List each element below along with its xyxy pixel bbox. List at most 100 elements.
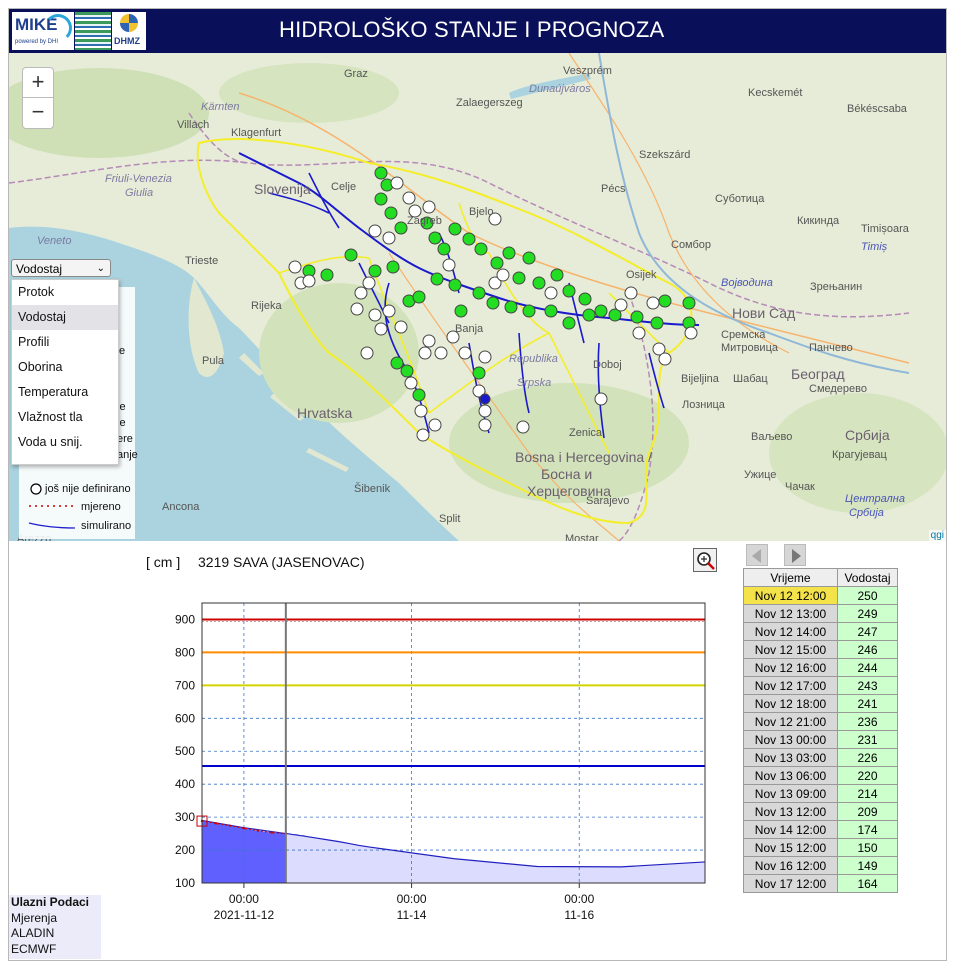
level-cell: 241: [837, 694, 898, 713]
table-row[interactable]: Nov 13 09:00 214: [743, 784, 898, 803]
map-label: Kärnten: [201, 101, 240, 113]
simulated-line-icon: [28, 522, 76, 529]
map-label: Kecskemét: [748, 87, 803, 99]
map-label: Giulia: [125, 187, 154, 199]
legend-fragment: ere: [117, 433, 133, 445]
table-row[interactable]: Nov 12 13:00 249: [743, 604, 898, 623]
level-cell: 220: [837, 766, 898, 785]
option-profili[interactable]: Profili: [18, 335, 50, 349]
table-row[interactable]: Nov 12 21:00 236: [743, 712, 898, 731]
map-label: Banja: [455, 323, 484, 335]
map-label: Split: [439, 513, 461, 525]
map-label: Панчево: [809, 342, 853, 354]
legend-fragment: e: [119, 345, 126, 357]
level-cell: 209: [837, 802, 898, 821]
level-cell: 231: [837, 730, 898, 749]
x-tick-date: 2021-11-12: [214, 908, 275, 922]
forecast-table: Vrijeme Vodostaj Nov 12 12:00 250 Nov 12 1…: [743, 568, 898, 893]
measured-line-icon: [29, 505, 75, 507]
zoom-in-button[interactable]: +: [22, 67, 54, 99]
map-label: Mostar: [565, 533, 599, 541]
next-button[interactable]: [784, 544, 806, 566]
map-label: Централна: [845, 493, 905, 505]
table-row[interactable]: Nov 12 15:00 246: [743, 640, 898, 659]
map-label: Pécs: [601, 183, 626, 195]
dhmz-logo: DHMZ: [112, 12, 146, 50]
y-tick-label: 700: [175, 678, 195, 692]
table-row[interactable]: Nov 14 12:00 174: [743, 820, 898, 839]
table-row[interactable]: Nov 15 12:00 150: [743, 838, 898, 857]
map-label: Босна и: [541, 466, 593, 482]
previous-button[interactable]: [746, 544, 768, 566]
map-view[interactable]: Graz Veszprém Kecskemét Békéscsaba Zalae…: [9, 53, 946, 541]
legend-undefined-label: još nije definirano: [45, 483, 131, 495]
x-tick-date: 11-16: [564, 908, 594, 922]
map-label: Hrvatska: [297, 405, 353, 421]
forecast-area: [285, 833, 705, 883]
input-source-item[interactable]: ALADIN: [11, 926, 55, 940]
map-label: Šibenik: [354, 483, 391, 495]
option-vlaznost-tla[interactable]: Vlažnost tla: [18, 410, 83, 424]
input-data-heading: Ulazni Podaci: [11, 895, 90, 909]
map-label: Војводина: [721, 277, 773, 289]
x-tick-time: 00:00: [397, 892, 427, 906]
map-label: Zagreb: [407, 215, 442, 227]
map-attribution[interactable]: qgi: [928, 530, 946, 541]
table-row[interactable]: Nov 12 17:00 243: [743, 676, 898, 695]
map-label: Нови Сад: [732, 305, 796, 321]
map-label: Friuli-Venezia: [105, 173, 172, 185]
option-temperatura[interactable]: Temperatura: [18, 385, 89, 399]
table-row[interactable]: Nov 17 12:00 164: [743, 874, 898, 893]
level-cell: 247: [837, 622, 898, 641]
y-tick-label: 500: [175, 744, 195, 758]
zoom-out-button[interactable]: −: [22, 97, 54, 129]
time-cell: Nov 13 00:00: [743, 730, 838, 749]
zoom-chart-button[interactable]: [693, 548, 717, 572]
chart-unit: [ cm ]: [146, 554, 181, 570]
wave-logo: [75, 12, 111, 50]
level-cell: 164: [837, 874, 898, 893]
input-source-item[interactable]: ECMWF: [11, 941, 57, 956]
table-row[interactable]: Nov 13 06:00 220: [743, 766, 898, 785]
parameter-select[interactable]: Vodostaj ⌄: [11, 259, 111, 277]
map-label: Timiș: [861, 241, 888, 253]
table-row[interactable]: Nov 13 03:00 226: [743, 748, 898, 767]
simulated-line: [201, 819, 706, 868]
measured-point: [270, 831, 274, 834]
level-cell: 236: [837, 712, 898, 731]
input-source-item[interactable]: Mjerenja: [11, 910, 58, 925]
map-label: Pula: [202, 355, 225, 367]
map-label: Trieste: [185, 255, 219, 267]
time-cell: Nov 14 12:00: [743, 820, 838, 839]
option-protok[interactable]: Protok: [18, 285, 55, 299]
table-row[interactable]: Nov 12 16:00 244: [743, 658, 898, 677]
map-label: Кикинда: [797, 215, 840, 227]
time-cell: Nov 12 18:00: [743, 694, 838, 713]
table-row[interactable]: Nov 13 00:00 231: [743, 730, 898, 749]
map-label: Doboj: [593, 359, 622, 371]
option-voda-u-snijegu[interactable]: Voda u snij.: [18, 435, 83, 449]
legend-fragment: ie: [117, 417, 126, 429]
table-row[interactable]: Nov 12 14:00 247: [743, 622, 898, 641]
map-label: Крагујевац: [832, 449, 887, 461]
app-frame: MIKE powered by DHI DHMZ HIDROLOŠKO STAN…: [8, 8, 947, 961]
time-cell: Nov 17 12:00: [743, 874, 838, 893]
map-label: Београд: [791, 366, 845, 382]
table-row[interactable]: Nov 12 18:00 241: [743, 694, 898, 713]
level-cell: 250: [837, 586, 898, 605]
option-vodostaj[interactable]: Vodostaj: [12, 305, 118, 330]
y-tick-label: 600: [175, 711, 195, 725]
option-oborina[interactable]: Oborina: [18, 360, 63, 374]
map-label: Bosna i Hercegovina /: [515, 449, 652, 465]
table-row[interactable]: Nov 16 12:00 149: [743, 856, 898, 875]
map-label: Zenica: [569, 427, 603, 439]
y-tick-label: 100: [175, 876, 195, 890]
table-row[interactable]: Nov 12 12:00 250: [743, 586, 898, 605]
time-cell: Nov 13 03:00: [743, 748, 838, 767]
map-label: Graz: [344, 68, 368, 80]
time-cell: Nov 12 17:00: [743, 676, 838, 695]
map-label: Timișoara: [861, 223, 909, 235]
x-tick-date: 11-14: [397, 908, 427, 922]
table-row[interactable]: Nov 13 12:00 209: [743, 802, 898, 821]
level-cell: 174: [837, 820, 898, 839]
